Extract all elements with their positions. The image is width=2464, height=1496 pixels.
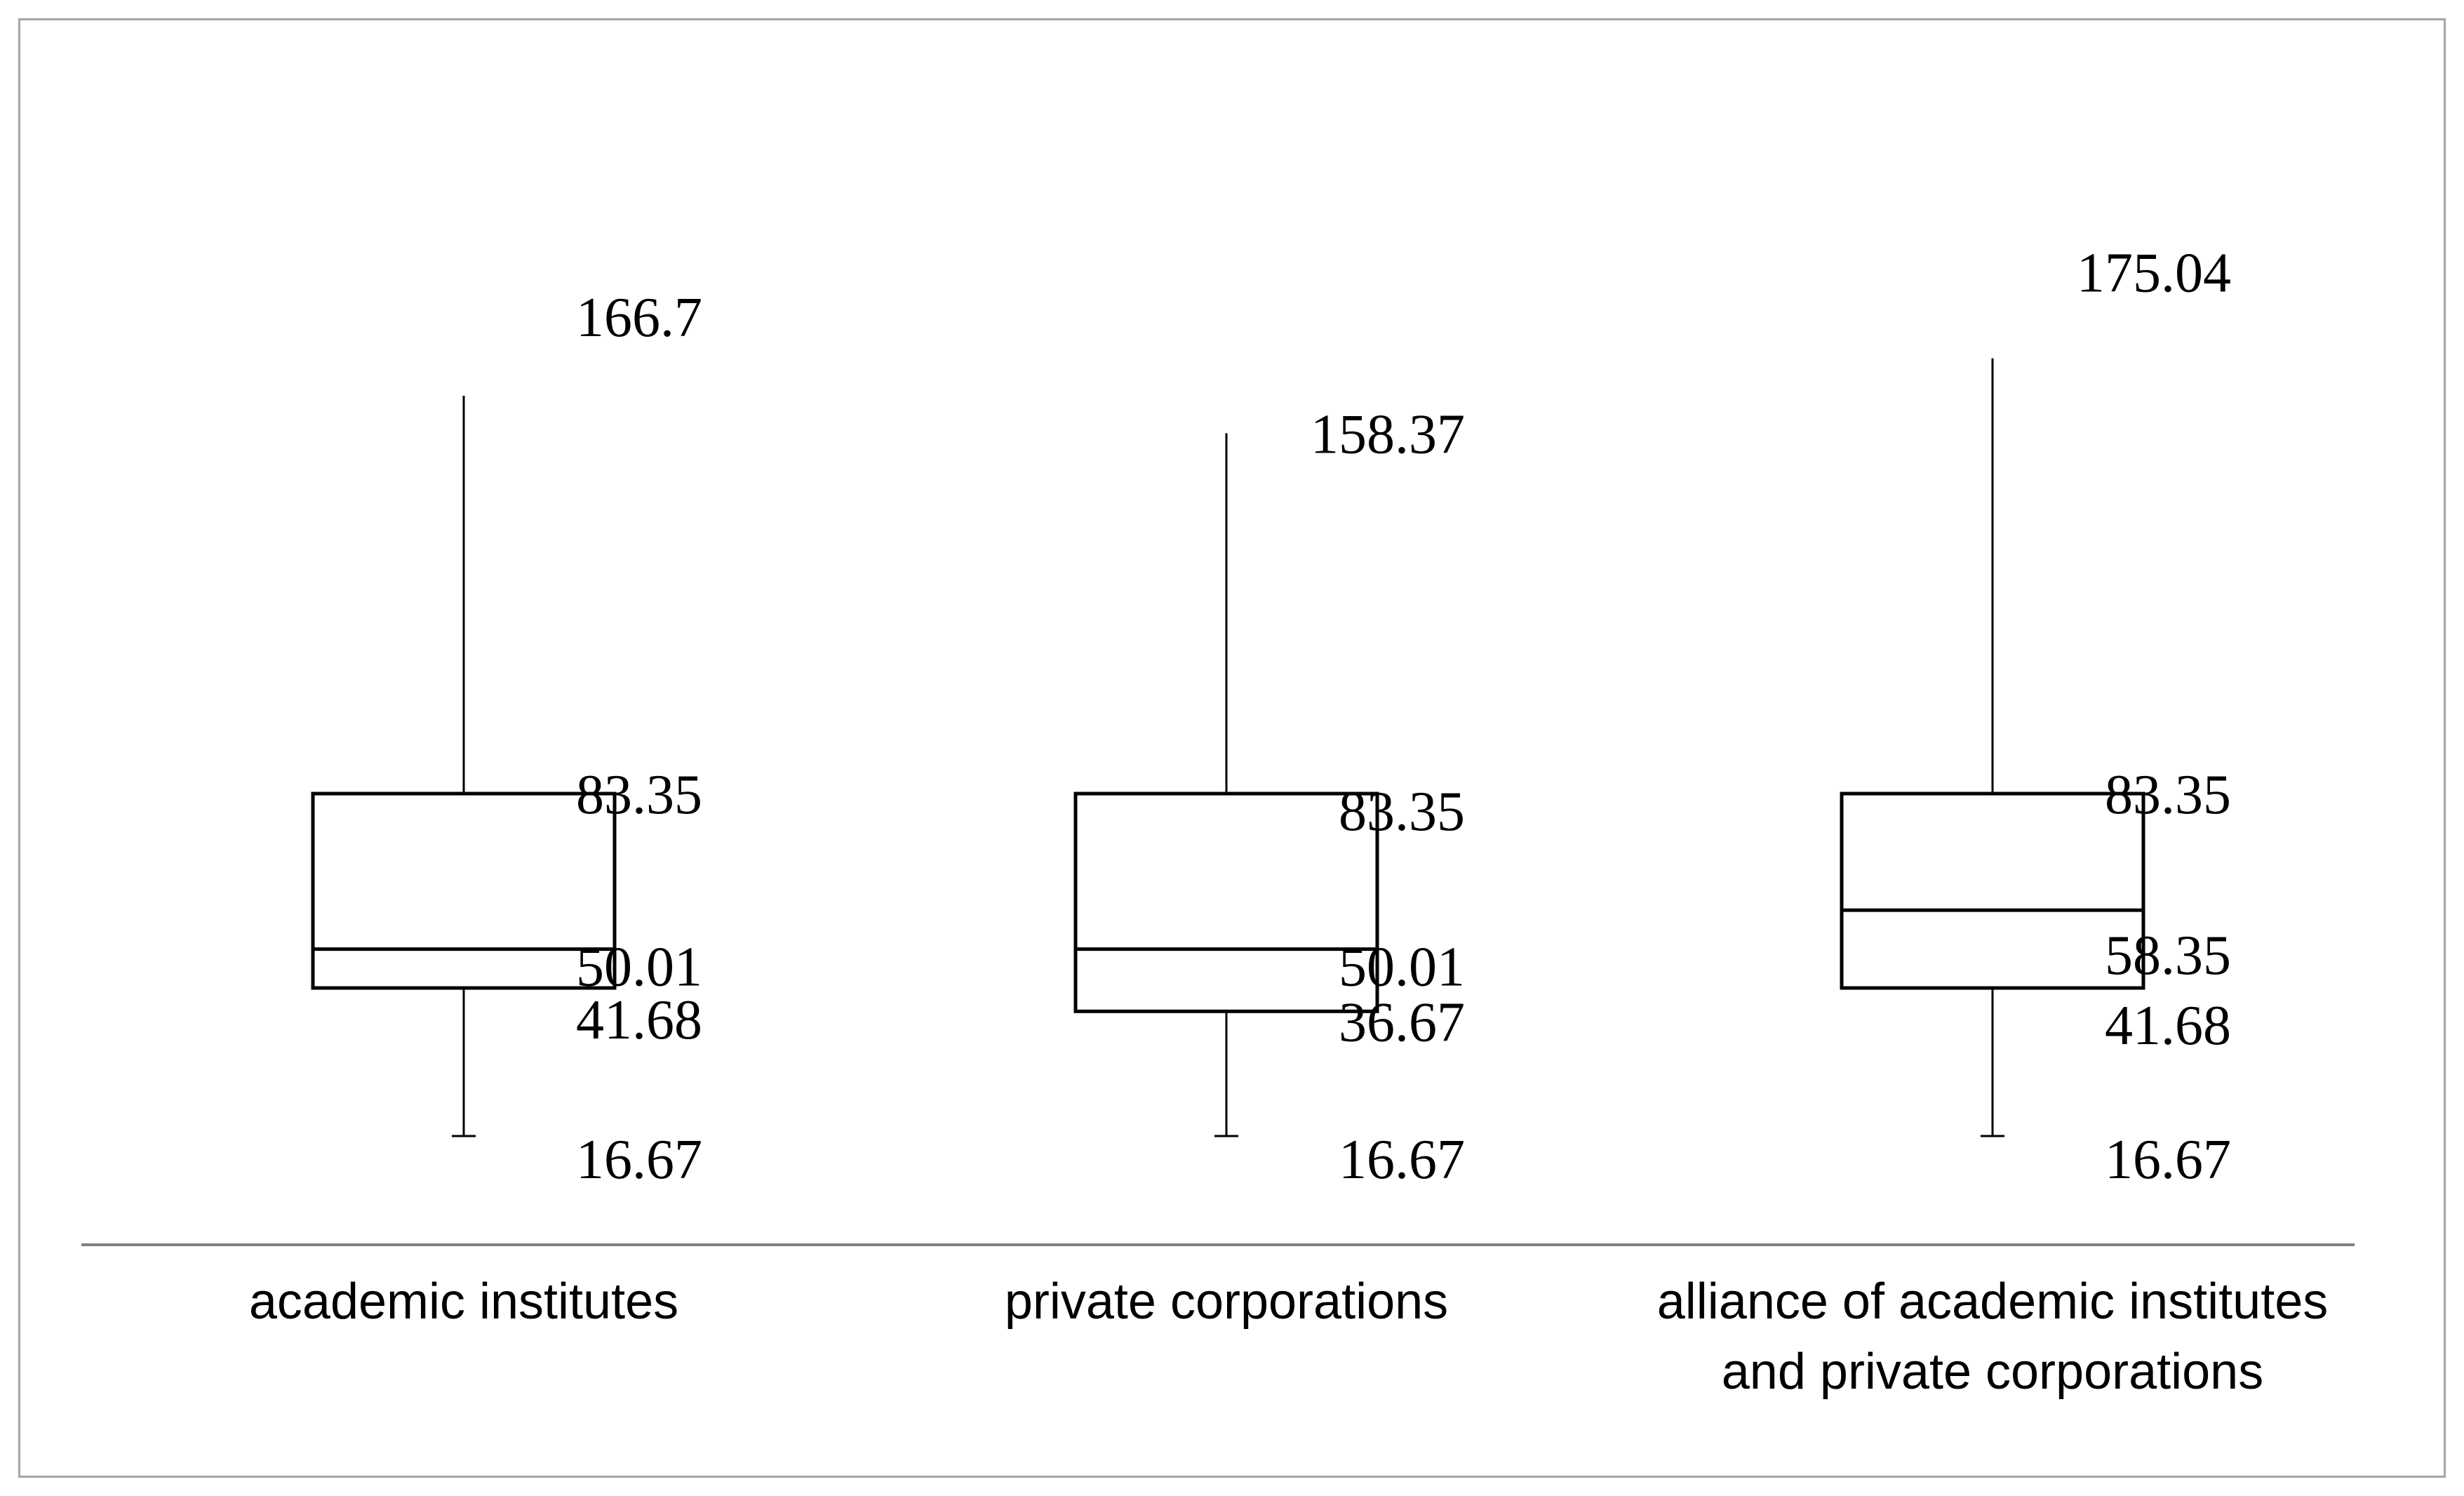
iqr-box	[1073, 792, 1379, 1013]
value-label-q1: 41.68	[2105, 995, 2231, 1057]
category-label: private corporations	[1005, 1274, 1448, 1330]
value-label-median: 50.01	[576, 937, 702, 999]
category-label: and private corporations	[1722, 1344, 2263, 1400]
value-label-whisker-low: 16.67	[576, 1129, 702, 1191]
value-label-q3: 83.35	[2105, 764, 2231, 826]
category-label: academic institutes	[249, 1274, 678, 1330]
value-label-q3: 83.35	[576, 764, 702, 826]
value-label-median: 58.35	[2105, 925, 2231, 987]
value-label-q1: 41.68	[576, 989, 702, 1051]
value-label-median: 50.01	[1339, 937, 1465, 999]
value-label-whisker-low: 16.67	[2105, 1129, 2231, 1191]
boxplot-chart: 166.783.3550.0141.6816.67158.3783.3550.0…	[81, 243, 2355, 1400]
value-label-whisker-high: 158.37	[1311, 403, 1465, 465]
iqr-box	[1840, 792, 2145, 990]
value-label-q3: 83.35	[1339, 781, 1465, 843]
value-label-whisker-low: 16.67	[1339, 1129, 1465, 1191]
chart-frame: 166.7 83.35 50.01 41.68 16.67 158.37 83.35 50.0…	[18, 18, 2446, 1478]
value-label-q1: 36.67	[1339, 991, 1465, 1053]
value-label-whisker-high: 175.04	[2077, 243, 2231, 305]
category-label: alliance of academic institutes	[1657, 1274, 2329, 1330]
iqr-box	[311, 792, 617, 990]
value-label-whisker-high: 166.7	[576, 287, 702, 349]
